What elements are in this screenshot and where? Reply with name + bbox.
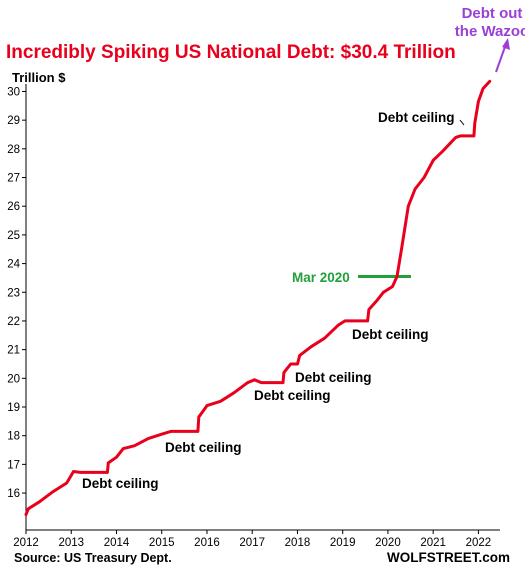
x-tick-label: 2014 [104,537,130,549]
axes [25,84,500,531]
debt-ceiling-label-2015: Debt ceiling [165,440,242,455]
x-ticks: 2012 2013 2014 2015 2016 2017 2018 2019 2020 2021… [13,530,491,549]
debt-ceiling-label-2021: Debt ceiling [378,110,455,125]
x-tick-label: 2013 [58,537,84,549]
brand-label: WOLFSTREET.com [387,550,510,565]
y-ticks: 16 17 18 19 20 21 22 23 24 25 26 27 28 29 30 [7,86,26,500]
mar-2020-label: Mar 2020 [292,270,350,285]
y-tick-label: 30 [7,86,20,98]
x-tick-label: 2017 [239,537,265,549]
y-tick-label: 22 [7,316,20,328]
debt-series-line [24,79,492,517]
x-tick-label: 2021 [420,537,446,549]
x-tick-label: 2015 [149,537,175,549]
y-axis-label: Trillion $ [12,70,66,85]
x-tick-label: 2022 [466,537,492,549]
debt-ceiling-label-2019: Debt ceiling [352,327,429,342]
debt-out-label-line2: the Wazoo [455,23,525,40]
y-tick-label: 16 [7,488,20,500]
debt-ceiling-pointer [459,119,465,126]
y-tick-label: 29 [7,115,20,127]
y-tick-label: 27 [7,173,20,185]
x-tick-label: 2020 [375,537,401,549]
y-tick-label: 25 [7,230,20,242]
y-tick-label: 21 [7,345,20,357]
y-tick-label: 19 [7,402,20,414]
x-tick-label: 2016 [194,537,220,549]
x-tick-label: 2018 [285,537,311,549]
source-label: Source: US Treasury Dept. [14,551,172,565]
debt-ceiling-label-2018: Debt ceiling [295,370,372,385]
wazoo-arrow-line [495,43,507,73]
x-tick-label: 2012 [13,537,39,549]
y-tick-label: 24 [7,259,20,271]
y-tick-label: 18 [7,431,20,443]
y-tick-label: 20 [7,373,20,385]
x-tick-label: 2019 [330,537,356,549]
y-tick-label: 17 [7,459,20,471]
debt-out-label-line1: Debt out [462,5,523,22]
y-tick-label: 23 [7,287,20,299]
y-tick-label: 26 [7,201,20,213]
y-tick-label: 28 [7,144,20,156]
chart-title: Incredibly Spiking US National Debt: $30… [6,42,456,63]
debt-ceiling-label-2013: Debt ceiling [82,476,159,491]
debt-ceiling-label-2017: Debt ceiling [254,388,331,403]
wazoo-arrow-head [502,38,510,50]
